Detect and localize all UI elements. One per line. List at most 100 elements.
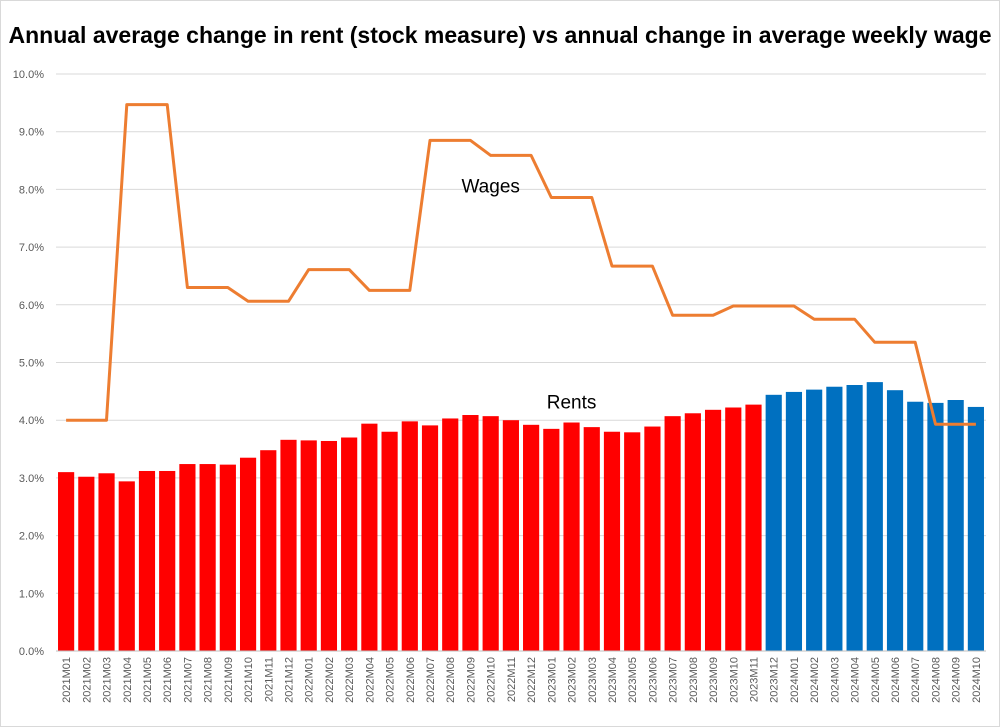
rents-bar [98,473,115,651]
x-tick-label: 2022M10 [486,657,498,703]
x-tick-label: 2022M03 [344,657,356,703]
rents-bar [462,415,479,651]
y-tick-label: 6.0% [19,300,44,312]
x-tick-label: 2024M05 [870,657,882,703]
x-tick-label: 2024M01 [789,657,801,703]
x-tick-label: 2023M12 [769,657,781,703]
rents-bar [118,481,135,651]
rents-bar [300,440,317,651]
x-tick-label: 2022M01 [304,657,316,703]
x-tick-label: 2021M02 [81,657,93,703]
x-tick-label: 2022M07 [425,657,437,703]
y-tick-label: 5.0% [19,358,44,370]
x-tick-label: 2023M05 [627,657,639,703]
rents-bar [179,464,196,651]
x-tick-label: 2023M04 [607,657,619,703]
x-tick-label: 2022M08 [445,657,457,703]
x-tick-label: 2023M01 [546,657,558,703]
rents-bar [78,476,95,651]
rents-bar [381,431,398,651]
rents-bar [482,416,499,651]
rents-bar [644,426,661,651]
x-tick-label: 2021M07 [182,657,194,703]
x-tick-label: 2024M08 [930,657,942,703]
rents-bar [138,470,156,651]
rents-bar [907,401,924,651]
y-tick-label: 10.0% [13,69,44,81]
x-tick-label: 2023M10 [728,657,740,703]
rents-bar [523,424,540,651]
x-tick-label: 2024M02 [809,657,821,703]
x-tick-label: 2023M09 [708,657,720,703]
x-tick-label: 2023M11 [749,657,761,702]
x-tick-label: 2022M05 [385,657,397,703]
x-tick-label: 2021M05 [142,657,154,703]
rents-bar [745,404,762,651]
y-tick-label: 4.0% [19,415,44,427]
x-tick-label: 2024M03 [829,657,841,703]
rents-bar [442,418,459,651]
rents-bar [866,382,883,651]
x-tick-label: 2022M04 [364,657,376,703]
rents-bar [927,402,944,651]
rents-bar [260,450,277,651]
rents-bar [664,416,681,651]
rents-bars [58,382,984,651]
y-tick-label: 3.0% [19,473,44,485]
rents-bar [583,427,600,651]
rents-bar [704,409,722,651]
rents-bar [684,413,701,651]
x-tick-label: 2021M06 [162,657,174,703]
rents-bar [280,439,297,651]
rents-bar [765,394,782,651]
rents-bar [947,400,964,651]
x-tick-label: 2022M11 [506,657,518,702]
y-tick-label: 0.0% [19,646,44,658]
rents-bar [967,406,984,651]
chart-title: Annual average change in rent (stock mea… [8,22,992,48]
x-tick-label: 2023M08 [688,657,700,703]
rents-bar [361,423,378,651]
rents-bar [502,420,519,651]
rents-bar [826,386,843,651]
x-tick-label: 2022M12 [526,657,538,703]
rents-bar [159,470,176,651]
rents-bar [806,389,823,651]
y-axis: 0.0% 1.0% 2.0% 3.0% 4.0% 5.0% 6.0% 7.0% 8.0% 9.0%… [13,69,44,658]
x-tick-label: 2021M09 [223,657,235,703]
x-tick-label: 2024M04 [850,657,862,703]
rents-bar [219,464,236,651]
x-tick-label: 2024M06 [890,657,902,703]
rents-bar [320,440,338,651]
rents-bar [563,422,580,651]
x-tick-label: 2021M10 [243,657,255,703]
y-tick-label: 9.0% [19,127,44,139]
wages-line [66,103,976,426]
annotation-wages: Wages [461,176,519,197]
x-tick-label: 2021M01 [61,657,73,703]
x-axis: 2021M01 2021M02 2021M03 2021M04 2021M05 2021M… [61,657,983,703]
rents-bar [846,385,863,651]
x-tick-label: 2021M11 [263,657,275,702]
y-tick-label: 2.0% [19,531,44,543]
annotation-rents: Rents [547,393,597,414]
rents-bar [239,457,257,651]
x-tick-label: 2021M04 [122,657,134,703]
y-tick-label: 1.0% [19,588,44,600]
x-tick-label: 2021M03 [102,657,114,703]
rents-bar [785,391,803,651]
x-tick-label: 2022M06 [405,657,417,703]
x-tick-label: 2023M06 [647,657,659,703]
x-tick-label: 2023M02 [567,657,579,703]
x-tick-label: 2022M09 [465,657,477,703]
rents-bar [603,431,621,651]
x-tick-label: 2024M07 [910,657,922,703]
x-tick-label: 2024M09 [951,657,963,703]
rents-bar [886,390,904,651]
x-tick-label: 2023M03 [587,657,599,703]
rents-bar [58,472,75,651]
x-tick-label: 2021M12 [284,657,296,703]
rents-bar [725,407,742,651]
x-tick-label: 2021M08 [203,657,215,703]
